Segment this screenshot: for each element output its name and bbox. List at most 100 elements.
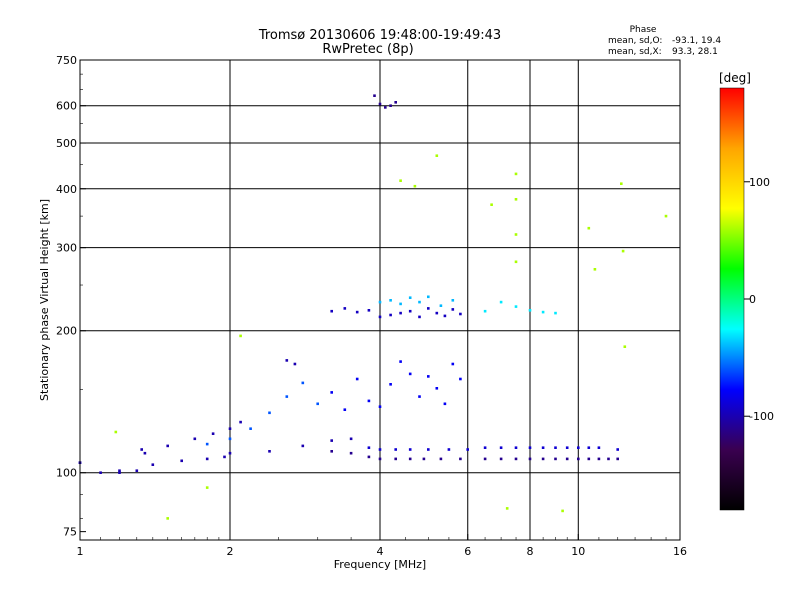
x-tick-label: 2 xyxy=(227,545,234,558)
y-tick-label: 75 xyxy=(63,526,77,539)
data-point xyxy=(459,312,462,316)
data-point xyxy=(443,402,447,406)
data-point xyxy=(399,360,402,363)
data-point xyxy=(301,381,305,385)
data-point xyxy=(135,469,139,472)
data-point xyxy=(413,184,417,188)
data-point xyxy=(99,471,102,474)
data-point xyxy=(427,448,430,451)
data-point xyxy=(435,311,439,315)
data-point xyxy=(664,214,668,218)
data-point xyxy=(373,94,376,97)
data-point xyxy=(408,296,412,299)
x-axis-ticks: 1 2 4 6 8 10 16 xyxy=(77,534,687,558)
data-point xyxy=(439,304,443,307)
data-point xyxy=(435,154,439,157)
data-point xyxy=(193,437,197,441)
data-point xyxy=(285,395,289,398)
data-point xyxy=(316,402,319,406)
data-point xyxy=(427,295,430,299)
data-point xyxy=(285,359,289,362)
data-point xyxy=(587,457,591,461)
y-tick-label: 600 xyxy=(56,100,77,113)
x-tick-label: 1 xyxy=(77,545,84,558)
data-point xyxy=(408,309,412,313)
data-point xyxy=(587,446,591,449)
data-point xyxy=(597,457,601,461)
data-point xyxy=(389,299,392,302)
data-point xyxy=(330,450,333,453)
data-point xyxy=(577,446,580,449)
data-point xyxy=(514,233,518,236)
data-point xyxy=(528,457,532,461)
data-point xyxy=(367,399,371,403)
data-point xyxy=(394,457,397,461)
data-point xyxy=(399,179,402,182)
data-point xyxy=(483,457,487,461)
x-tick-label: 8 xyxy=(527,545,534,558)
data-point xyxy=(239,334,242,338)
y-axis-ticks: 75 100 200 300 400 500 600 750 xyxy=(56,54,86,539)
data-point xyxy=(490,203,493,206)
data-point xyxy=(408,457,412,461)
data-point xyxy=(541,446,545,449)
data-point xyxy=(499,446,503,449)
x-tick-label: 16 xyxy=(673,545,687,558)
data-point xyxy=(514,260,518,264)
stats-title: Phase xyxy=(630,25,657,35)
data-point xyxy=(565,457,569,461)
data-point xyxy=(399,311,402,315)
data-point xyxy=(378,448,382,451)
stats-x-values: 93.3, 28.1 xyxy=(672,47,718,57)
data-point xyxy=(349,451,353,455)
colorbar xyxy=(719,87,745,511)
data-point xyxy=(394,448,397,451)
data-point xyxy=(408,448,412,451)
data-point xyxy=(205,457,209,461)
data-point xyxy=(561,509,564,513)
colorbar-ticks: 100 0 -100 xyxy=(744,176,774,423)
x-tick-label: 10 xyxy=(571,545,585,558)
data-point xyxy=(399,302,402,306)
colorbar-tick-label: 100 xyxy=(749,176,770,189)
data-point xyxy=(343,307,347,310)
data-point xyxy=(223,455,226,459)
data-point xyxy=(118,469,121,472)
data-point xyxy=(228,437,232,441)
data-point xyxy=(451,299,455,302)
y-axis-label: Stationary phase Virtual Height [km] xyxy=(38,199,51,401)
data-point xyxy=(499,457,503,461)
data-point xyxy=(499,300,503,304)
data-point xyxy=(268,411,271,415)
grid-lines xyxy=(80,60,680,540)
data-point xyxy=(408,372,412,376)
data-point xyxy=(293,362,297,366)
data-point xyxy=(249,427,252,430)
data-point xyxy=(205,486,209,489)
data-point xyxy=(301,444,305,448)
data-point xyxy=(389,313,392,317)
data-point xyxy=(483,446,487,449)
chart-title: Tromsø 20130606 19:48:00-19:49:43 xyxy=(258,28,501,43)
data-point xyxy=(378,405,382,408)
data-point xyxy=(378,315,382,319)
y-tick-label: 300 xyxy=(56,242,77,255)
data-point xyxy=(166,517,169,520)
data-point xyxy=(607,457,610,461)
data-point xyxy=(514,446,518,449)
data-point xyxy=(418,300,421,304)
data-point xyxy=(587,226,591,230)
data-point xyxy=(330,391,333,394)
data-point xyxy=(623,345,627,348)
data-point xyxy=(205,442,209,446)
data-point xyxy=(435,387,439,390)
data-point xyxy=(355,310,359,314)
data-point xyxy=(528,446,532,449)
data-point xyxy=(367,309,371,312)
data-point xyxy=(427,307,430,310)
data-point xyxy=(140,448,143,451)
data-point xyxy=(565,446,569,449)
data-point xyxy=(389,383,392,386)
stats-o-label: mean, sd,O: xyxy=(608,36,662,46)
data-point xyxy=(378,102,382,106)
